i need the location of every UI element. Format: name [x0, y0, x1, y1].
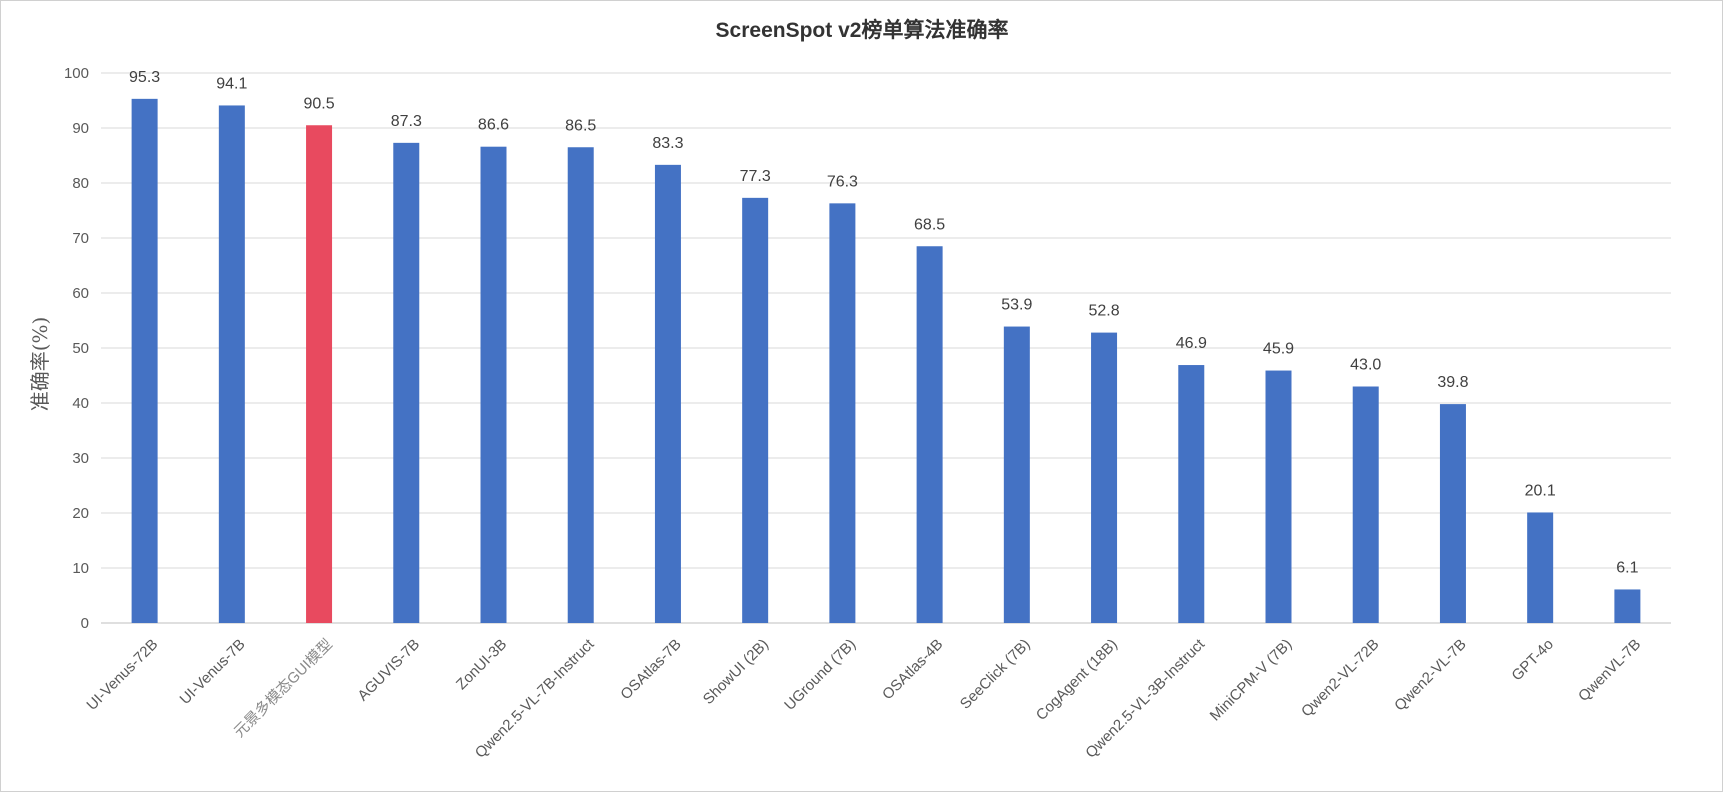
bar	[567, 147, 594, 623]
y-tick-label: 40	[72, 395, 89, 412]
x-category-label: ZonUI-3B	[453, 636, 510, 693]
x-category-label: Qwen2-VL-7B	[1391, 636, 1470, 715]
data-label: 68.5	[914, 216, 945, 233]
data-label: 86.6	[478, 117, 509, 134]
bar	[1178, 365, 1205, 623]
y-tick-label: 0	[81, 615, 89, 632]
bar	[1265, 370, 1292, 623]
data-label: 87.3	[391, 113, 422, 130]
data-label: 94.1	[216, 75, 247, 92]
bar	[742, 197, 769, 623]
x-category-label: UGround (7B)	[781, 636, 859, 714]
bar	[1091, 332, 1118, 623]
data-labels: 95.3 94.1 90.5 87.3 86.6 86.5 83.3 77.3 76.3 68.5…	[129, 69, 1639, 577]
data-label: 53.9	[1001, 297, 1032, 314]
y-tick-label: 80	[72, 175, 89, 192]
x-category-label: OSAtlas-4B	[879, 636, 946, 703]
data-label: 90.5	[303, 95, 334, 112]
y-tick-label: 70	[72, 230, 89, 247]
x-category-label: 元景多模态GUI模型	[231, 636, 336, 741]
bar	[916, 246, 943, 623]
x-category-label: CogAgent (18B)	[1033, 636, 1121, 724]
data-label: 39.8	[1437, 374, 1468, 391]
bar	[654, 164, 681, 623]
x-category-label: Qwen2-VL-72B	[1298, 636, 1383, 721]
x-category-label: AGUVIS-7B	[354, 636, 423, 705]
y-tick-label: 10	[72, 560, 89, 577]
chart-title: ScreenSpot v2榜单算法准确率	[716, 18, 1009, 42]
bar	[829, 203, 856, 623]
bar	[1614, 589, 1641, 623]
bar	[393, 142, 420, 623]
data-label: 43.0	[1350, 357, 1381, 374]
bar	[1439, 404, 1466, 623]
bar	[1003, 326, 1030, 623]
data-label: 83.3	[652, 135, 683, 152]
data-label: 52.8	[1088, 303, 1119, 320]
x-category-label: UI-Venus-72B	[83, 636, 161, 714]
x-category-label: MiniCPM-V (7B)	[1207, 636, 1296, 725]
data-label: 6.1	[1616, 559, 1638, 576]
bar	[1352, 386, 1379, 623]
x-category-label: SeeClick (7B)	[957, 636, 1034, 713]
data-label: 86.5	[565, 117, 596, 134]
y-tick-label: 30	[72, 450, 89, 467]
y-axis-label: 准确率(%)	[28, 317, 52, 412]
x-category-label: QwenVL-7B	[1575, 636, 1644, 705]
bar	[306, 125, 333, 623]
bar	[480, 146, 507, 623]
y-tick-label: 20	[72, 505, 89, 522]
x-category-label: GPT-4o	[1508, 636, 1557, 685]
y-tick-label: 60	[72, 285, 89, 302]
y-tick-label: 50	[72, 340, 89, 357]
data-label: 45.9	[1263, 341, 1294, 358]
bar	[131, 98, 158, 624]
x-category-label: ShowUI (2B)	[700, 636, 772, 708]
y-axis-ticks: 0 10 20 30 40 50 60 70 80 90 100	[64, 65, 89, 632]
data-label: 20.1	[1525, 482, 1556, 499]
x-category-label: UI-Venus-7B	[177, 636, 249, 708]
gridlines	[101, 72, 1671, 624]
bar	[218, 105, 245, 623]
data-label: 95.3	[129, 69, 160, 86]
bar	[1527, 512, 1554, 623]
y-tick-label: 90	[72, 120, 89, 137]
x-category-label: OSAtlas-7B	[617, 636, 684, 703]
y-tick-label: 100	[64, 65, 89, 82]
bars	[131, 98, 1641, 624]
data-label: 46.9	[1176, 335, 1207, 352]
data-label: 77.3	[740, 168, 771, 185]
data-label: 76.3	[827, 173, 858, 190]
